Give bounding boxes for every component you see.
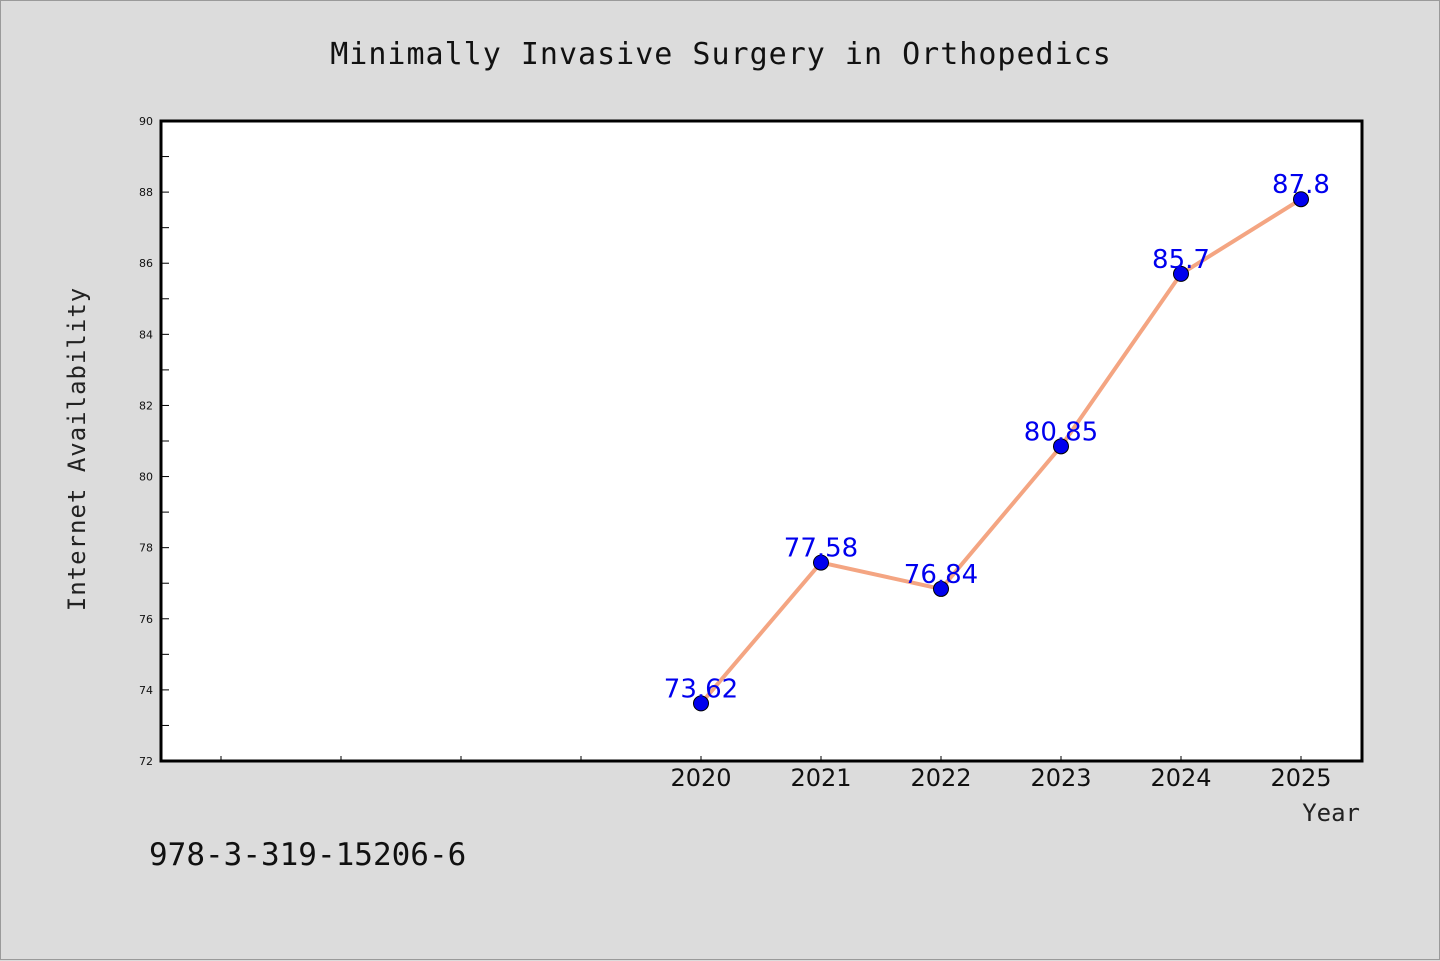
- data-point: [693, 695, 709, 712]
- y-tick-label: 80: [139, 471, 153, 484]
- x-tick-label: 2021: [790, 764, 851, 792]
- y-tick-label: 88: [139, 186, 153, 199]
- chart-title: Minimally Invasive Surgery in Orthopedic…: [330, 37, 1112, 72]
- data-label: 73.62: [664, 674, 738, 704]
- data-label: 87.8: [1272, 170, 1330, 200]
- y-tick-label: 72: [139, 755, 153, 768]
- plot-area: [159, 119, 1364, 763]
- data-point: [1173, 265, 1189, 282]
- data-point: [1053, 438, 1069, 455]
- y-tick-label: 90: [139, 115, 153, 128]
- data-label: 85.7: [1152, 245, 1210, 275]
- data-point: [933, 580, 949, 597]
- data-label: 76.84: [904, 560, 978, 590]
- y-tick-label: 76: [139, 613, 153, 626]
- x-tick-label: 2023: [1030, 764, 1091, 792]
- series-line: [699, 197, 1303, 705]
- x-tick-label: 2020: [670, 764, 731, 792]
- x-tick-label: 2025: [1270, 764, 1331, 792]
- y-tick-label: 78: [139, 542, 153, 555]
- y-tick-label: 84: [139, 328, 153, 341]
- y-axis-ticks: 72 74 76 78 80 82 84 86 88 90: [139, 115, 169, 768]
- y-tick-label: 82: [139, 399, 153, 412]
- data-point: [1293, 191, 1309, 208]
- data-label: 80.85: [1024, 417, 1098, 447]
- y-tick-label: 74: [139, 684, 153, 697]
- x-tick-label: 2022: [910, 764, 971, 792]
- x-tick-label: 2024: [1150, 764, 1211, 792]
- data-point: [813, 554, 829, 571]
- x-axis-ticks: 2020 2021 2022 2023 2024 2025: [220, 756, 1332, 792]
- data-points: [693, 191, 1309, 712]
- data-label: 77.58: [784, 534, 858, 564]
- y-axis-label: Internet Availability: [63, 287, 91, 611]
- y-tick-label: 86: [139, 257, 153, 270]
- isbn-text: 978-3-319-15206-6: [149, 837, 466, 873]
- data-labels: 73.62 77.58 76.84 80.85 85.7 87.8: [664, 170, 1330, 704]
- x-axis-label: Year: [1302, 799, 1360, 827]
